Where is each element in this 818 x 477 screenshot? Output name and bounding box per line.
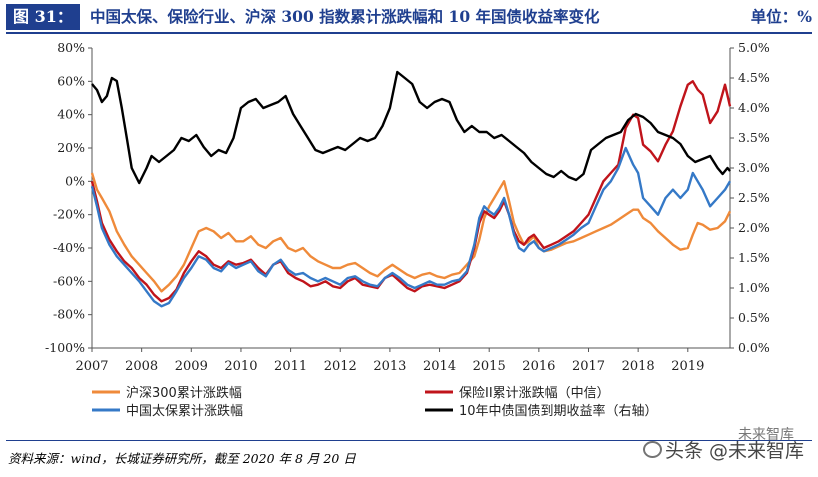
x-tick-label: 2017: [572, 359, 605, 374]
x-tick-label: 2013: [373, 359, 406, 374]
figure-title-bar: 图 31： 中国太保、保险行业、沪深 300 指数累计涨跌幅和 10 年国债收益…: [6, 3, 812, 34]
x-tick-label: 2012: [324, 359, 357, 374]
right-tick-label: 1.5%: [738, 250, 770, 265]
right-tick-label: 3.5%: [738, 130, 770, 145]
legend-label-0: 沪深300累计涨跌幅: [126, 385, 242, 401]
x-tick-label: 2008: [125, 359, 158, 374]
left-tick-label: 0%: [65, 173, 85, 188]
left-tick-label: -100%: [45, 340, 85, 355]
chart-series: [90, 70, 732, 308]
right-tick-label: 2.5%: [738, 190, 770, 205]
right-tick-label: 0.5%: [738, 310, 770, 325]
x-tick-label: 2011: [274, 359, 307, 374]
series-line-3: [91, 70, 731, 185]
footer-rule: [6, 440, 812, 441]
line-chart: -100% -80% -60% -40% -20% 0% 20% 40% 60% 80% 0.0% 0…: [45, 40, 770, 419]
left-tick-label: -20%: [53, 207, 85, 222]
chart-axes: -100% -80% -60% -40% -20% 0% 20% 40% 60% 80% 0.0% 0…: [45, 40, 770, 374]
left-tick-label: 80%: [57, 40, 85, 55]
left-tick-label: 60%: [57, 73, 85, 88]
x-tick-label: 2007: [75, 359, 108, 374]
source-note: 资料来源：wind，长城证券研究所，截至 2020 年 8 月 20 日: [8, 451, 356, 466]
right-tick-label: 4.5%: [738, 70, 770, 85]
chart-legend: 沪深300累计涨跌幅 保险II累计涨跌幅（中信） 中国太保累计涨跌幅 10年中债国债到…: [92, 385, 658, 419]
right-tick-label: 5.0%: [738, 40, 770, 55]
legend-label-1: 保险II累计涨跌幅（中信）: [459, 385, 610, 401]
unit-label: 单位：%: [750, 7, 812, 26]
series-line-1: [90, 80, 732, 303]
legend-label-2: 中国太保累计涨跌幅: [126, 403, 243, 419]
legend-label-3: 10年中债国债到期收益率（右轴）: [459, 403, 658, 419]
right-tick-label: 4.0%: [738, 100, 770, 115]
right-tick-label: 3.0%: [738, 160, 770, 175]
x-tick-label: 2019: [671, 359, 704, 374]
x-tick-label: 2016: [522, 359, 555, 374]
left-tick-label: 20%: [57, 140, 85, 155]
watermark-sub: 未来智库: [738, 427, 794, 443]
x-tick-label: 2015: [473, 359, 506, 374]
figure-title: 中国太保、保险行业、沪深 300 指数累计涨跌幅和 10 年国债收益率变化: [90, 7, 600, 26]
watermark-logo-icon: [642, 441, 662, 458]
left-tick-label: -40%: [53, 240, 85, 255]
right-tick-label: 0.0%: [738, 340, 770, 355]
x-tick-label: 2010: [224, 359, 257, 374]
watermark-text: 头条 @未来智库: [664, 440, 804, 462]
series-line-2: [90, 146, 732, 308]
x-tick-label: 2009: [175, 359, 208, 374]
watermark: 头条 @未来智库: [642, 436, 804, 463]
right-tick-label: 2.0%: [738, 220, 770, 235]
figure-number-tag: 图 31：: [6, 4, 80, 30]
right-tick-label: 1.0%: [738, 280, 770, 295]
left-tick-label: -60%: [53, 273, 85, 288]
x-tick-label: 2014: [423, 359, 456, 374]
left-tick-label: -80%: [53, 307, 85, 322]
x-tick-label: 2018: [622, 359, 655, 374]
left-tick-label: 40%: [57, 107, 85, 122]
series-line-0: [90, 172, 732, 293]
